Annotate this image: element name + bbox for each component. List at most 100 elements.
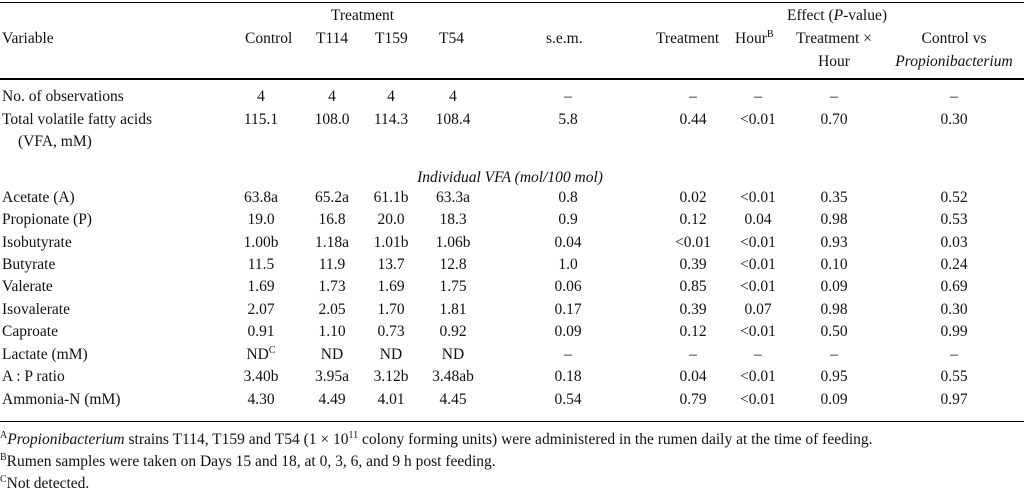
footnote-c-text: Not detected. [6,475,90,492]
cell-txh: 0.35 [794,188,874,208]
cell-t114-value: 65.2a [314,189,349,206]
cell-txh: 0.93 [794,233,874,253]
cvp-line1: Control vs [921,30,987,47]
cell-t159-value: 3.12b [373,368,409,385]
footnote-a-italic: Propionibacterium [7,431,125,448]
cell-hour: <0.01 [718,390,798,410]
cell-treatment: 0.39 [653,300,733,320]
cell-txh: 0.70 [794,110,874,130]
cell-txh-value: 0.70 [820,111,848,128]
cell-control-value: ND [246,346,269,363]
cell-control: NDC [221,345,301,365]
cell-control: 115.1 [221,110,301,130]
cell-t159: 61.1b [351,188,431,208]
cell-t114-value: 108.0 [314,111,350,128]
cell-t114: 108.0 [292,110,372,130]
cell-t54-value: 1.81 [439,301,467,318]
cell-t159-value: 1.69 [377,278,405,295]
cell-txh: 0.09 [794,277,874,297]
cell-sem: 0.09 [528,322,608,342]
cell-t54-value: 3.48ab [432,368,474,385]
cell-t159: 0.73 [351,322,431,342]
cell-treatment-value: – [689,88,697,105]
cell-treatment: 0.12 [653,210,733,230]
cell-hour-value: – [754,88,762,105]
cell-hour: <0.01 [718,188,798,208]
cell-variable: Acetate (A) [2,189,75,206]
cell-t159-value: 13.7 [377,256,405,273]
cell-cvp: 0.99 [914,322,994,342]
cell-hour-value: <0.01 [740,111,776,128]
cell-treatment-value: 0.39 [679,301,707,318]
cell-sem-value: 0.09 [554,323,582,340]
cell-t114: 4 [292,87,372,107]
cell-t54-value: 108.4 [435,111,471,128]
footnote-b-text: Rumen samples were taken on Days 15 and … [6,453,496,470]
cell-t114-value: 11.9 [318,256,346,273]
section-label: Individual VFA (mol/100 mol) [417,169,603,186]
cell-control-value: 63.8a [243,189,278,206]
cell-hour: <0.01 [718,322,798,342]
cell-hour-value: <0.01 [740,323,776,340]
cell-sem-value: 0.04 [554,234,582,251]
cell-t114: 1.18a [292,233,372,253]
cell-t114-value: 1.10 [318,323,346,340]
cell-cvp-value: 0.99 [940,323,968,340]
cell-t114: 16.8 [292,210,372,230]
cell-cvp: – [914,345,994,365]
footnote-a-exponent: 11 [348,429,359,441]
cell-txh: 0.50 [794,322,874,342]
cell-t54: 4 [413,87,493,107]
cell-t159: 20.0 [351,210,431,230]
footnote-c: CNot detected. [0,474,89,494]
hour-sup: B [766,28,774,40]
col-header-hour: HourB [735,29,774,49]
cell-treatment: 0.02 [653,188,733,208]
cell-hour: 0.07 [718,300,798,320]
cell-t159-value: 4 [387,88,395,105]
cell-hour-value: <0.01 [740,234,776,251]
cell-txh: 0.98 [794,300,874,320]
cell-control: 19.0 [221,210,301,230]
cell-hour-value: 0.04 [744,211,772,228]
cell-variable: Butyrate [2,256,56,273]
cell-t159: 3.12b [351,367,431,387]
cell-sem-value: – [564,88,572,105]
cell-t114: ND [292,345,372,365]
effect-suffix: -value) [843,7,887,24]
cell-control-value: 115.1 [243,111,279,128]
cell-control: 11.5 [221,255,301,275]
cell-sem: – [528,345,608,365]
cell-control: 2.07 [221,300,301,320]
cell-sem-value: 0.9 [558,211,578,228]
cell-txh-value: 0.95 [820,368,848,385]
cell-control-value: 2.07 [247,301,275,318]
cell-txh-value: – [830,346,838,363]
cell-sem-value: 5.8 [558,111,578,128]
cell-cvp: 0.97 [914,390,994,410]
cell-cvp-value: 0.03 [940,234,968,251]
cell-t114: 1.10 [292,322,372,342]
cell-treatment-value: 0.02 [679,189,707,206]
cell-txh: 0.98 [794,210,874,230]
cell-control: 4 [221,87,301,107]
cell-t114: 3.95a [292,367,372,387]
cell-t159: ND [351,345,431,365]
cell-treatment: 0.85 [653,277,733,297]
cell-t159: 1.69 [351,277,431,297]
cell-hour: <0.01 [718,110,798,130]
cell-treatment: 0.79 [653,390,733,410]
col-header-treatment: Treatment [656,30,720,47]
cell-control: 1.69 [221,277,301,297]
cell-cvp: 0.03 [914,233,994,253]
cell-sem-value: 0.54 [554,391,582,408]
header-rule [0,78,1024,80]
cell-cvp-value: 0.30 [940,111,968,128]
cell-treatment: 0.39 [653,255,733,275]
cvp-line2: Propionibacterium [895,53,1013,70]
cell-control-value: 19.0 [247,211,275,228]
cell-t159-value: 1.01b [373,234,409,251]
cell-variable: Propionate (P) [2,211,92,228]
cell-variable: No. of observations [2,88,124,105]
cell-t159-value: 1.70 [377,301,405,318]
